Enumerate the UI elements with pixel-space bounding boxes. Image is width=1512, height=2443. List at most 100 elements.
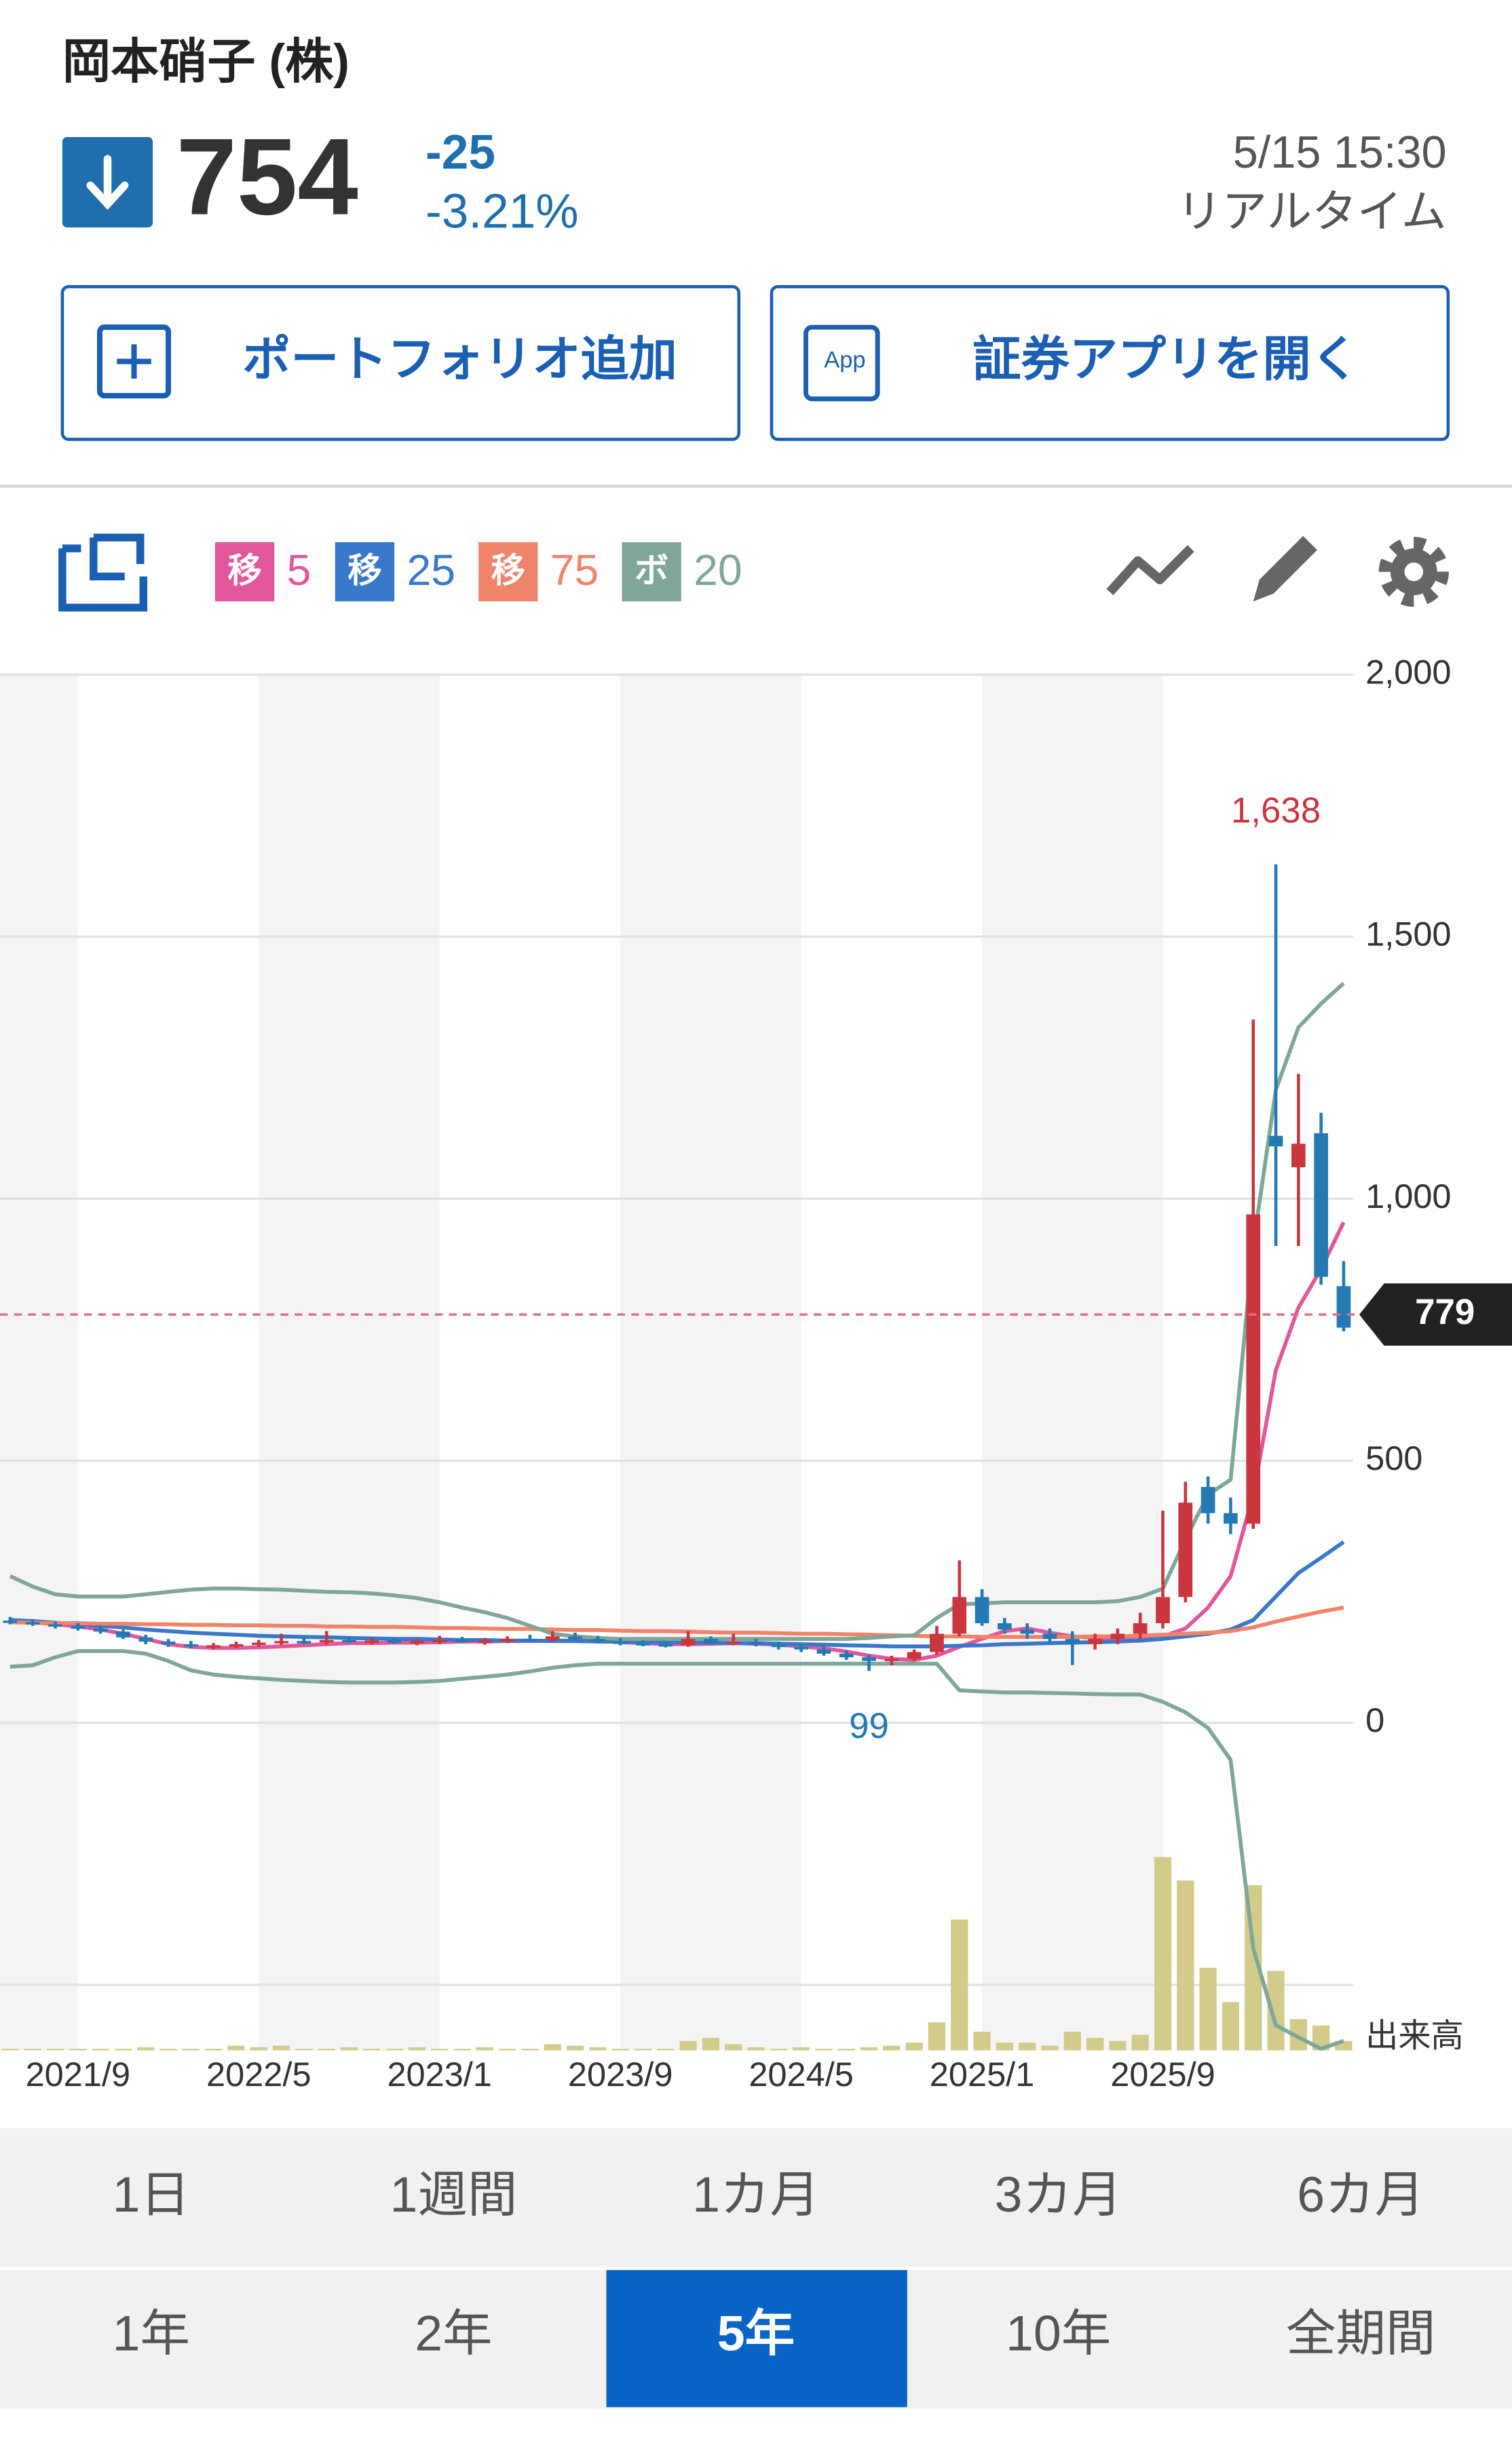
candle-body: [952, 1597, 967, 1634]
indicator-period: 5: [287, 546, 311, 594]
range-button[interactable]: 6カ月: [1297, 2166, 1424, 2222]
candle-body: [500, 1639, 514, 1642]
volume-bar: [159, 2049, 177, 2051]
range-button[interactable]: 5年: [717, 2305, 795, 2361]
x-tick-label: 2023/1: [387, 2055, 492, 2094]
x-tick-label: 2024/5: [749, 2055, 854, 2094]
y-tick-label: 0: [1365, 1701, 1384, 1739]
volume-bar: [1041, 2045, 1059, 2051]
y-tick-label: 2,000: [1365, 652, 1451, 691]
candle-body: [206, 1645, 221, 1648]
indicator-badge[interactable]: [478, 542, 538, 602]
candle-body: [1065, 1639, 1080, 1644]
range-button[interactable]: 1カ月: [692, 2166, 820, 2222]
candle-body: [319, 1640, 334, 1643]
volume-bar: [24, 2049, 41, 2051]
range-button[interactable]: 1週間: [390, 2166, 517, 2222]
indicator-badge[interactable]: [214, 542, 275, 602]
indicator-badge[interactable]: [335, 542, 395, 602]
range-button[interactable]: 2年: [415, 2305, 492, 2361]
pencil-icon[interactable]: [1253, 535, 1317, 602]
candle-body: [545, 1636, 560, 1640]
candle-body: [726, 1642, 741, 1644]
volume-bar: [1177, 1880, 1194, 2051]
volume-bar: [1019, 2042, 1036, 2051]
change: -25: [426, 126, 495, 179]
volume-bar: [250, 2047, 267, 2051]
candle-body: [907, 1652, 922, 1659]
candle-body: [523, 1639, 537, 1642]
volume-bar: [837, 2049, 855, 2051]
volume-bar: [883, 2045, 901, 2051]
candle-body: [862, 1657, 876, 1661]
volume-bar: [1222, 2002, 1240, 2051]
candle-body: [478, 1640, 492, 1643]
volume-bar: [205, 2049, 223, 2051]
candle-body: [930, 1633, 944, 1652]
volume-bar: [69, 2049, 87, 2051]
candle-body: [771, 1644, 786, 1648]
candle-body: [138, 1637, 153, 1642]
candle-body: [1088, 1639, 1102, 1644]
range-button[interactable]: 10年: [1006, 2305, 1111, 2361]
button-label[interactable]: ポートフォリオ追加: [242, 333, 677, 387]
range-selected[interactable]: [606, 2270, 907, 2408]
gear-icon[interactable]: [1378, 536, 1449, 607]
range-button[interactable]: 1日: [113, 2166, 190, 2222]
price-tag: [1359, 1283, 1512, 1346]
range-button[interactable]: 1年: [113, 2305, 190, 2361]
candle-body: [48, 1624, 62, 1627]
candle-body: [410, 1641, 424, 1644]
candle-body: [1133, 1623, 1148, 1634]
app-button[interactable]: [770, 285, 1450, 441]
time: 5/15 15:30: [1233, 128, 1447, 178]
volume-bar: [340, 2047, 358, 2051]
stock-title: 岡本硝子 (株): [62, 35, 349, 89]
candle-body: [342, 1640, 356, 1643]
stripe: [982, 675, 1163, 2051]
stripe: [259, 675, 440, 2051]
volume-bar: [928, 2022, 946, 2051]
volume-bar: [905, 2042, 923, 2051]
volume-bar: [1109, 2041, 1127, 2051]
candle-body: [975, 1597, 989, 1624]
volume-bar: [1086, 2038, 1104, 2051]
volume-bar: [295, 2049, 313, 2051]
candle-body: [455, 1640, 470, 1643]
candle-body: [1020, 1629, 1034, 1634]
indicator-badge[interactable]: [622, 542, 681, 602]
indicator-period: 20: [694, 546, 742, 594]
stripe: [620, 675, 801, 2051]
gear-teeth: [1378, 536, 1449, 607]
gear-hole: [1404, 562, 1424, 582]
range-button[interactable]: 全期間: [1286, 2305, 1435, 2361]
volume-bar: [46, 2049, 64, 2051]
volume-bar: [318, 2049, 335, 2051]
volume-bar: [1063, 2031, 1081, 2051]
volume-bar: [385, 2049, 403, 2051]
candle-body: [432, 1640, 447, 1643]
y-tick-label: 1,000: [1365, 1177, 1451, 1215]
indicator-badge-text: 移: [491, 551, 526, 590]
line-chart-icon[interactable]: [1106, 545, 1194, 596]
app-icon-text: App: [824, 347, 865, 373]
rotate-icon[interactable]: [58, 533, 148, 612]
portfolio-button[interactable]: [60, 285, 741, 441]
candle-body: [3, 1621, 18, 1623]
candle-body: [93, 1628, 108, 1632]
volume-bar: [747, 2047, 765, 2051]
range-button[interactable]: 3カ月: [995, 2166, 1122, 2222]
volume-bar: [363, 2049, 381, 2051]
candle-body: [749, 1642, 763, 1645]
volume-bar: [702, 2038, 720, 2051]
volume-bar: [815, 2049, 833, 2051]
change-pct: -3.21%: [426, 185, 579, 239]
volume-bar: [137, 2047, 155, 2051]
candle-body: [568, 1636, 582, 1640]
volume-bar: [431, 2049, 449, 2051]
volume-bar: [770, 2049, 787, 2051]
button-label[interactable]: 証券アプリを開く: [972, 333, 1359, 387]
candle-body: [1110, 1633, 1125, 1640]
stripe: [0, 675, 78, 2051]
